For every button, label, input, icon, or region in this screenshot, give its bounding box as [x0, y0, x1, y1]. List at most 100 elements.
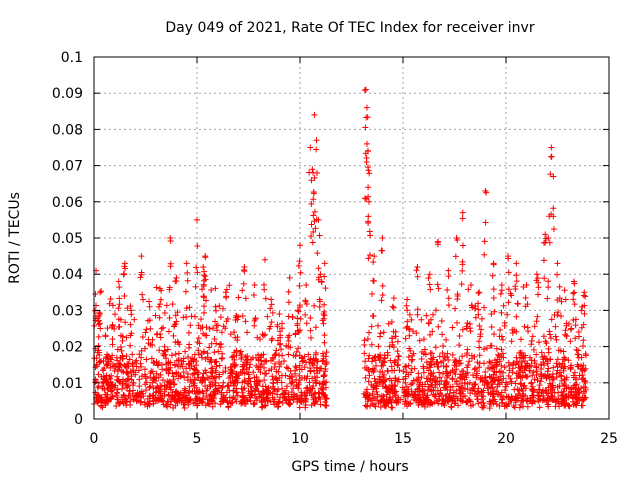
x-tick-label: 10 [291, 431, 309, 447]
scatter-marker [423, 312, 430, 319]
data-point [310, 196, 317, 203]
data-point [481, 251, 488, 258]
scatter-marker [450, 392, 457, 399]
scatter-marker [116, 295, 123, 302]
scatter-marker [228, 369, 235, 376]
scatter-marker [408, 369, 415, 376]
scatter-marker [387, 397, 394, 404]
scatter-marker [364, 336, 371, 343]
data-point [444, 286, 451, 293]
scatter-marker [496, 358, 503, 365]
scatter-marker [214, 322, 221, 329]
scatter-marker [432, 393, 439, 400]
scatter-marker [185, 329, 192, 336]
scatter-marker [117, 361, 124, 368]
scatter-marker [449, 375, 456, 382]
scatter-marker [501, 322, 508, 329]
scatter-marker [502, 383, 509, 390]
scatter-marker [124, 305, 131, 312]
data-point [481, 238, 488, 245]
scatter-marker [109, 341, 116, 348]
data-point [202, 273, 209, 280]
scatter-marker [553, 370, 560, 377]
scatter-marker [418, 374, 425, 381]
scatter-marker [278, 346, 285, 353]
scatter-marker [540, 392, 547, 399]
scatter-marker [98, 402, 105, 409]
scatter-marker [280, 391, 287, 398]
data-point [404, 323, 411, 330]
scatter-marker [548, 316, 555, 323]
scatter-marker [320, 381, 327, 388]
data-point [570, 296, 577, 303]
scatter-marker [377, 368, 384, 375]
data-point [213, 322, 220, 329]
data-point [95, 317, 102, 324]
scatter-marker [199, 396, 206, 403]
scatter-marker [262, 402, 269, 409]
data-point [459, 242, 466, 249]
scatter-marker [132, 359, 139, 366]
scatter-marker [475, 400, 482, 407]
scatter-marker [529, 333, 536, 340]
scatter-marker [549, 376, 556, 383]
scatter-marker [385, 384, 392, 391]
scatter-marker [116, 284, 123, 291]
data-point [194, 242, 201, 249]
scatter-marker [469, 384, 476, 391]
scatter-marker [104, 396, 111, 403]
scatter-marker [191, 388, 198, 395]
scatter-marker [511, 386, 518, 393]
scatter-marker [92, 389, 99, 396]
scatter-marker [285, 351, 292, 358]
data-point [476, 289, 483, 296]
scatter-marker [505, 372, 512, 379]
scatter-marker [307, 334, 314, 341]
y-tick-label: 0 [74, 412, 83, 428]
scatter-marker [500, 302, 507, 309]
scatter-marker [362, 402, 369, 409]
scatter-marker [384, 389, 391, 396]
data-point [115, 278, 122, 285]
scatter-marker [160, 352, 167, 359]
scatter-marker [522, 372, 529, 379]
scatter-marker [542, 387, 549, 394]
scatter-marker [184, 370, 191, 377]
scatter-marker [212, 367, 219, 374]
scatter-marker [232, 362, 239, 369]
scatter-marker [504, 311, 511, 318]
data-point [115, 305, 122, 312]
data-point [541, 239, 548, 246]
y-tick-label: 0.01 [52, 376, 83, 392]
scatter-marker [499, 336, 506, 343]
scatter-marker [182, 394, 189, 401]
scatter-marker [319, 358, 326, 365]
scatter-marker [195, 335, 202, 342]
data-point [109, 322, 116, 329]
scatter-marker [114, 346, 121, 353]
data-point [505, 269, 512, 276]
scatter-marker [369, 390, 376, 397]
scatter-marker [449, 383, 456, 390]
data-point [414, 273, 421, 280]
scatter-marker [522, 364, 529, 371]
data-point [172, 312, 179, 319]
data-point [104, 384, 111, 391]
scatter-marker [99, 383, 106, 390]
scatter-marker [378, 392, 385, 399]
scatter-marker [260, 332, 267, 339]
scatter-marker [434, 363, 441, 370]
data-point [362, 195, 369, 202]
scatter-marker [242, 400, 249, 407]
scatter-marker [575, 347, 582, 354]
scatter-marker [474, 370, 481, 377]
scatter-marker [540, 356, 547, 363]
data-point [578, 307, 585, 314]
data-point [115, 316, 122, 323]
scatter-marker [113, 403, 120, 410]
scatter-marker [443, 381, 450, 388]
scatter-marker [127, 398, 134, 405]
scatter-marker [269, 309, 276, 316]
scatter-marker [165, 370, 172, 377]
data-point [427, 286, 434, 293]
